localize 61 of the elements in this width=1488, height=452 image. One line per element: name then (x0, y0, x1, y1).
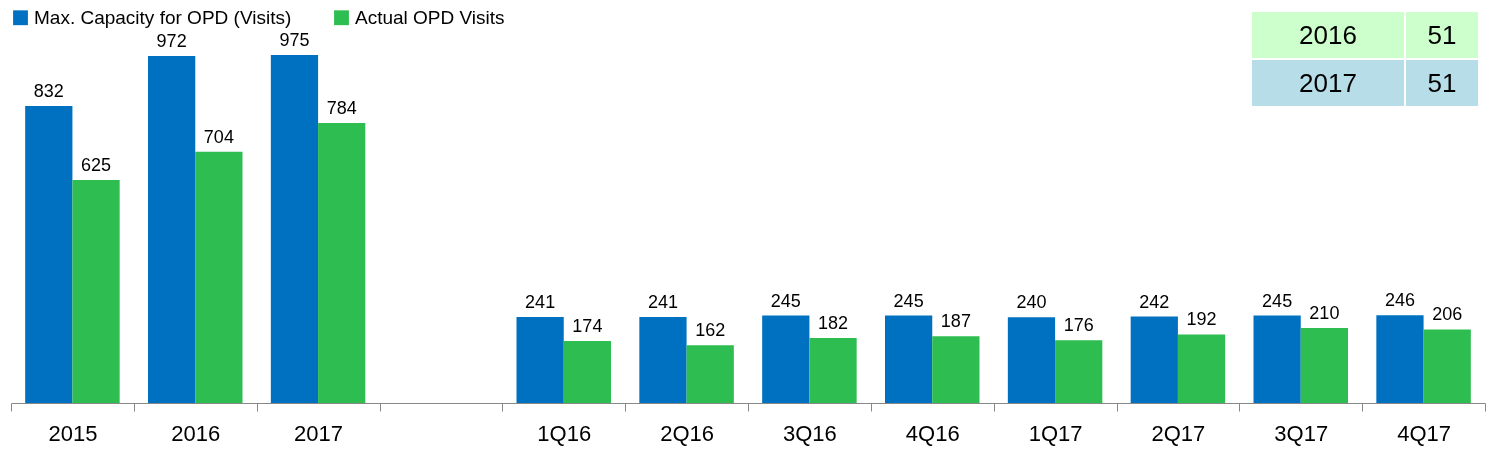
annotation: 51 (1405, 59, 1479, 107)
bar (72, 179, 120, 403)
bar (1376, 315, 1424, 403)
bar (516, 316, 564, 403)
bar (195, 151, 243, 403)
legend-label: Actual OPD Visits (355, 6, 505, 28)
data-label: 210 (1309, 303, 1340, 324)
data-label: 242 (1139, 291, 1170, 312)
text: 2016 (1299, 19, 1357, 50)
text: 51 (1427, 19, 1457, 50)
bar (1007, 317, 1056, 403)
data-label: 784 (326, 98, 357, 119)
x-tick-label: 4Q17 (1397, 420, 1451, 446)
x-tick-label: 1Q17 (1028, 420, 1083, 446)
data-label: 182 (818, 313, 849, 334)
x-tick-label: 2Q17 (1151, 420, 1206, 446)
bar (885, 315, 933, 403)
bar (318, 123, 366, 403)
bar (639, 316, 687, 403)
data-label: 241 (525, 291, 556, 312)
data-label: 240 (1016, 292, 1047, 313)
bar (1130, 316, 1178, 403)
x-tick-label: 1Q16 (537, 420, 592, 446)
data-label: 245 (893, 290, 924, 311)
data-label: 241 (647, 291, 678, 312)
bar (762, 315, 810, 403)
x-tick-label: 2017 (294, 420, 344, 446)
x-tick-label: 2015 (48, 420, 98, 446)
data-label: 832 (33, 80, 64, 101)
data-label: 176 (1063, 315, 1094, 336)
bar (1177, 334, 1226, 403)
bar (270, 54, 319, 403)
data-label: 975 (279, 29, 310, 50)
bar (1055, 340, 1103, 403)
bar (1423, 329, 1471, 403)
x-tick-label: 3Q17 (1274, 420, 1329, 446)
legend-label: Max. Capacity for OPD (Visits) (34, 6, 292, 28)
data-label: 174 (572, 315, 603, 336)
bar (1300, 328, 1348, 403)
bar (932, 336, 980, 403)
data-label: 187 (940, 311, 971, 332)
x-tick-label: 3Q16 (783, 420, 837, 446)
x-tick-label: 4Q16 (905, 420, 960, 446)
data-label: 972 (156, 31, 187, 51)
bar (1253, 315, 1301, 403)
data-label: 704 (203, 126, 234, 147)
data-label: 246 (1384, 290, 1415, 311)
data-label: 162 (695, 320, 726, 341)
bar (563, 340, 611, 403)
data-label: 192 (1186, 309, 1217, 330)
data-label: 625 (81, 154, 112, 175)
data-label: 206 (1432, 304, 1463, 325)
annotation: 2017 (1251, 59, 1405, 107)
bar (686, 345, 734, 403)
bar (809, 338, 857, 403)
bar (148, 56, 196, 403)
x-tick-label: 2016 (171, 420, 221, 446)
data-label: 245 (1262, 290, 1293, 311)
x-tick-label: 2Q16 (660, 420, 714, 446)
bar (25, 105, 73, 403)
data-label: 245 (770, 290, 801, 311)
